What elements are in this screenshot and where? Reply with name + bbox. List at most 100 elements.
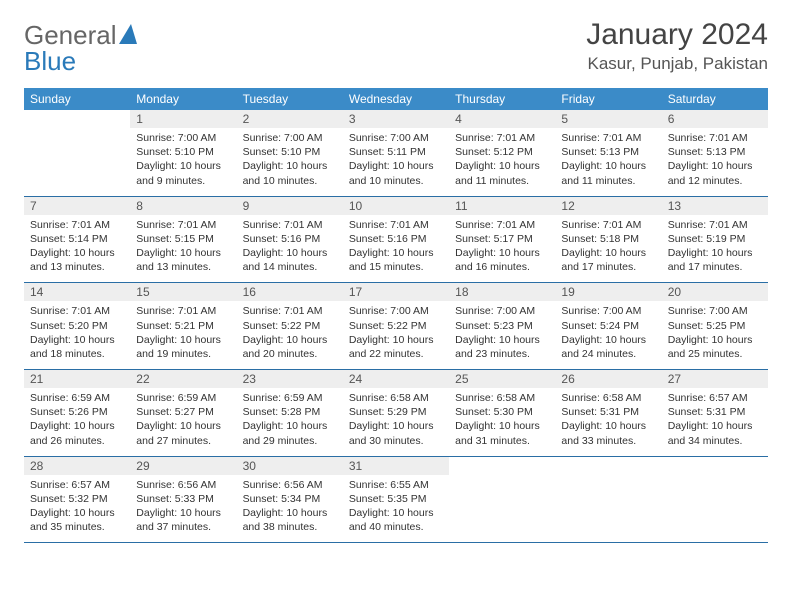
daylight-text: Daylight: 10 hours and 25 minutes. bbox=[668, 333, 762, 361]
daylight-text: Daylight: 10 hours and 30 minutes. bbox=[349, 419, 443, 447]
daylight-text: Daylight: 10 hours and 26 minutes. bbox=[30, 419, 124, 447]
sunrise-text: Sunrise: 7:01 AM bbox=[243, 218, 337, 232]
daylight-text: Daylight: 10 hours and 29 minutes. bbox=[243, 419, 337, 447]
day-number: 23 bbox=[237, 370, 343, 388]
daylight-text: Daylight: 10 hours and 40 minutes. bbox=[349, 506, 443, 534]
day-cell: Sunrise: 7:00 AMSunset: 5:24 PMDaylight:… bbox=[555, 301, 661, 369]
daylight-text: Daylight: 10 hours and 38 minutes. bbox=[243, 506, 337, 534]
day-cell: Sunrise: 7:01 AMSunset: 5:19 PMDaylight:… bbox=[662, 215, 768, 283]
sunset-text: Sunset: 5:33 PM bbox=[136, 492, 230, 506]
day-cell: Sunrise: 7:00 AMSunset: 5:23 PMDaylight:… bbox=[449, 301, 555, 369]
day-number bbox=[555, 457, 661, 475]
calendar-grid: SundayMondayTuesdayWednesdayThursdayFrid… bbox=[24, 88, 768, 543]
sunset-text: Sunset: 5:22 PM bbox=[349, 319, 443, 333]
day-cell: Sunrise: 6:56 AMSunset: 5:34 PMDaylight:… bbox=[237, 475, 343, 543]
sunrise-text: Sunrise: 6:58 AM bbox=[561, 391, 655, 405]
sunset-text: Sunset: 5:10 PM bbox=[136, 145, 230, 159]
day-cell: Sunrise: 7:01 AMSunset: 5:15 PMDaylight:… bbox=[130, 215, 236, 283]
calendar-week: 123456Sunrise: 7:00 AMSunset: 5:10 PMDay… bbox=[24, 110, 768, 197]
dow-header: Wednesday bbox=[343, 88, 449, 110]
sunrise-text: Sunrise: 7:01 AM bbox=[455, 218, 549, 232]
daylight-text: Daylight: 10 hours and 33 minutes. bbox=[561, 419, 655, 447]
day-number: 3 bbox=[343, 110, 449, 128]
sunset-text: Sunset: 5:17 PM bbox=[455, 232, 549, 246]
daylight-text: Daylight: 10 hours and 12 minutes. bbox=[668, 159, 762, 187]
sunset-text: Sunset: 5:13 PM bbox=[668, 145, 762, 159]
day-cell: Sunrise: 6:55 AMSunset: 5:35 PMDaylight:… bbox=[343, 475, 449, 543]
sunrise-text: Sunrise: 6:58 AM bbox=[349, 391, 443, 405]
day-cell: Sunrise: 7:01 AMSunset: 5:21 PMDaylight:… bbox=[130, 301, 236, 369]
daylight-text: Daylight: 10 hours and 11 minutes. bbox=[455, 159, 549, 187]
day-cell: Sunrise: 7:01 AMSunset: 5:17 PMDaylight:… bbox=[449, 215, 555, 283]
sunrise-text: Sunrise: 7:01 AM bbox=[668, 218, 762, 232]
sail-icon bbox=[119, 24, 141, 44]
day-number: 18 bbox=[449, 283, 555, 301]
sunrise-text: Sunrise: 7:01 AM bbox=[30, 218, 124, 232]
day-number: 2 bbox=[237, 110, 343, 128]
sunset-text: Sunset: 5:28 PM bbox=[243, 405, 337, 419]
sunrise-text: Sunrise: 7:01 AM bbox=[349, 218, 443, 232]
sunset-text: Sunset: 5:29 PM bbox=[349, 405, 443, 419]
day-number: 13 bbox=[662, 197, 768, 215]
sunset-text: Sunset: 5:15 PM bbox=[136, 232, 230, 246]
day-number: 1 bbox=[130, 110, 236, 128]
dow-header: Sunday bbox=[24, 88, 130, 110]
day-number: 25 bbox=[449, 370, 555, 388]
sunrise-text: Sunrise: 7:01 AM bbox=[668, 131, 762, 145]
day-cell bbox=[24, 128, 130, 196]
day-cell: Sunrise: 7:00 AMSunset: 5:11 PMDaylight:… bbox=[343, 128, 449, 196]
sunrise-text: Sunrise: 7:01 AM bbox=[455, 131, 549, 145]
dow-header: Friday bbox=[555, 88, 661, 110]
day-number: 28 bbox=[24, 457, 130, 475]
sunset-text: Sunset: 5:34 PM bbox=[243, 492, 337, 506]
daylight-text: Daylight: 10 hours and 37 minutes. bbox=[136, 506, 230, 534]
sunset-text: Sunset: 5:19 PM bbox=[668, 232, 762, 246]
day-cell: Sunrise: 7:01 AMSunset: 5:16 PMDaylight:… bbox=[343, 215, 449, 283]
day-number: 12 bbox=[555, 197, 661, 215]
daylight-text: Daylight: 10 hours and 14 minutes. bbox=[243, 246, 337, 274]
sunset-text: Sunset: 5:13 PM bbox=[561, 145, 655, 159]
day-number bbox=[24, 110, 130, 128]
dow-header: Tuesday bbox=[237, 88, 343, 110]
day-cell: Sunrise: 7:00 AMSunset: 5:10 PMDaylight:… bbox=[130, 128, 236, 196]
day-number: 7 bbox=[24, 197, 130, 215]
daylight-text: Daylight: 10 hours and 16 minutes. bbox=[455, 246, 549, 274]
day-number: 17 bbox=[343, 283, 449, 301]
calendar-week: 78910111213Sunrise: 7:01 AMSunset: 5:14 … bbox=[24, 197, 768, 284]
day-cell: Sunrise: 7:01 AMSunset: 5:12 PMDaylight:… bbox=[449, 128, 555, 196]
daylight-text: Daylight: 10 hours and 9 minutes. bbox=[136, 159, 230, 187]
brand-part2: Blue bbox=[24, 46, 76, 76]
sunset-text: Sunset: 5:21 PM bbox=[136, 319, 230, 333]
day-cell: Sunrise: 7:01 AMSunset: 5:22 PMDaylight:… bbox=[237, 301, 343, 369]
sunrise-text: Sunrise: 7:01 AM bbox=[243, 304, 337, 318]
day-number: 9 bbox=[237, 197, 343, 215]
daylight-text: Daylight: 10 hours and 10 minutes. bbox=[243, 159, 337, 187]
day-cell: Sunrise: 7:00 AMSunset: 5:10 PMDaylight:… bbox=[237, 128, 343, 196]
title-block: January 2024 Kasur, Punjab, Pakistan bbox=[586, 18, 768, 74]
sunset-text: Sunset: 5:14 PM bbox=[30, 232, 124, 246]
day-number: 26 bbox=[555, 370, 661, 388]
day-number: 31 bbox=[343, 457, 449, 475]
day-number: 10 bbox=[343, 197, 449, 215]
day-number: 27 bbox=[662, 370, 768, 388]
brand-text: GeneralBlue bbox=[24, 22, 141, 74]
sunrise-text: Sunrise: 7:00 AM bbox=[349, 131, 443, 145]
sunset-text: Sunset: 5:16 PM bbox=[243, 232, 337, 246]
sunrise-text: Sunrise: 7:00 AM bbox=[349, 304, 443, 318]
day-number: 11 bbox=[449, 197, 555, 215]
daylight-text: Daylight: 10 hours and 31 minutes. bbox=[455, 419, 549, 447]
day-cell: Sunrise: 6:59 AMSunset: 5:28 PMDaylight:… bbox=[237, 388, 343, 456]
calendar-week: 14151617181920Sunrise: 7:01 AMSunset: 5:… bbox=[24, 283, 768, 370]
sunset-text: Sunset: 5:22 PM bbox=[243, 319, 337, 333]
day-cell: Sunrise: 7:00 AMSunset: 5:25 PMDaylight:… bbox=[662, 301, 768, 369]
sunset-text: Sunset: 5:32 PM bbox=[30, 492, 124, 506]
sunset-text: Sunset: 5:25 PM bbox=[668, 319, 762, 333]
daylight-text: Daylight: 10 hours and 18 minutes. bbox=[30, 333, 124, 361]
day-cell: Sunrise: 6:58 AMSunset: 5:29 PMDaylight:… bbox=[343, 388, 449, 456]
sunset-text: Sunset: 5:10 PM bbox=[243, 145, 337, 159]
page-header: GeneralBlue January 2024 Kasur, Punjab, … bbox=[24, 18, 768, 74]
sunrise-text: Sunrise: 6:57 AM bbox=[668, 391, 762, 405]
sunrise-text: Sunrise: 7:01 AM bbox=[136, 218, 230, 232]
sunset-text: Sunset: 5:16 PM bbox=[349, 232, 443, 246]
sunrise-text: Sunrise: 6:57 AM bbox=[30, 478, 124, 492]
